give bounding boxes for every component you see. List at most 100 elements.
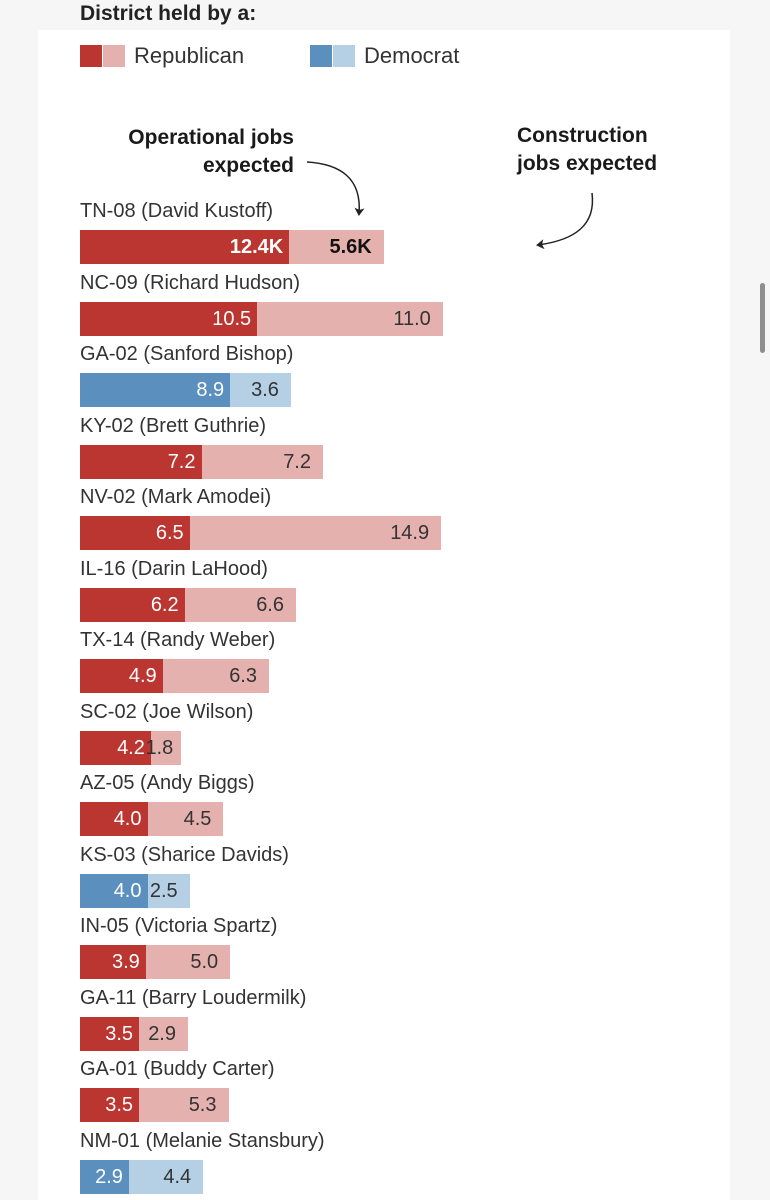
- stacked-bar: 6.5 14.9: [80, 516, 442, 550]
- bar-value-operational: 3.5: [105, 1023, 134, 1045]
- bar-value-operational: 4.0: [113, 808, 142, 830]
- bar-value-operational: 12.4K: [229, 236, 284, 258]
- bar-construction-jobs: 5.0: [145, 945, 231, 979]
- bar-value-construction: 6.3: [229, 665, 257, 687]
- legend-republican: Republican: [80, 43, 245, 68]
- stacked-bar: 12.4K 5.6K: [80, 230, 384, 264]
- stacked-bar: 3.5 5.3: [80, 1088, 229, 1122]
- bar-operational-jobs: 3.9: [80, 945, 146, 979]
- district-label: TN-08 (David Kustoff): [80, 200, 274, 222]
- bar-row: KS-03 (Sharice Davids) 4.0 2.5: [80, 844, 720, 910]
- bar-value-operational: 4.9: [128, 665, 157, 687]
- annotation-operational-line-1: Operational jobs: [128, 126, 294, 149]
- bar-row: TN-08 (David Kustoff) 12.4K 5.6K: [80, 200, 720, 266]
- stacked-bar: 4.0 2.5: [80, 874, 190, 908]
- bar-row: IN-05 (Victoria Spartz) 3.9 5.0: [80, 915, 720, 981]
- bar-value-construction: 1.8: [145, 737, 174, 759]
- annotation-construction-line-2: jobs expected: [517, 152, 658, 175]
- stacked-bar: 8.9 3.6: [80, 373, 291, 407]
- bar-value-construction: 5.0: [190, 951, 219, 973]
- bar-construction-jobs: 2.5: [147, 874, 190, 908]
- stacked-bar: 4.2 1.8: [80, 731, 182, 765]
- bar-value-construction: 11.0: [393, 308, 431, 330]
- bar-value-construction: 5.6K: [329, 236, 372, 258]
- stacked-bar: 10.5 11.0: [80, 302, 443, 336]
- stacked-bar: 2.9 4.4: [80, 1160, 204, 1194]
- bar-operational-jobs: 4.0: [80, 802, 148, 836]
- bar-value-operational: 6.5: [155, 522, 184, 544]
- bar-construction-jobs: 3.6: [230, 373, 291, 407]
- district-label: TX-14 (Randy Weber): [80, 629, 276, 651]
- district-label: AZ-05 (Andy Biggs): [80, 772, 255, 794]
- bar-row: SC-02 (Joe Wilson) 4.2 1.8: [80, 701, 720, 767]
- bar-value-operational: 2.9: [95, 1166, 123, 1188]
- district-label: GA-01 (Buddy Carter): [80, 1058, 275, 1080]
- bar-row: IL-16 (Darin LaHood) 6.2 6.6: [80, 558, 720, 624]
- district-label: KS-03 (Sharice Davids): [80, 844, 289, 866]
- bar-construction-jobs: 14.9: [189, 516, 442, 550]
- bar-operational-jobs: 3.5: [80, 1088, 140, 1122]
- bar-value-operational: 4.0: [113, 880, 142, 902]
- bar-operational-jobs: 3.5: [80, 1017, 140, 1051]
- bar-row: NV-02 (Mark Amodei) 6.5 14.9: [80, 486, 720, 552]
- stacked-bar: 4.9 6.3: [80, 659, 269, 693]
- district-label: GA-11 (Barry Loudermilk): [80, 987, 307, 1009]
- bar-value-operational: 7.2: [167, 451, 196, 473]
- legend-democrat: Democrat: [310, 43, 459, 68]
- district-label: IL-16 (Darin LaHood): [80, 558, 268, 580]
- bar-row: GA-11 (Barry Loudermilk) 3.5 2.9: [80, 987, 720, 1053]
- bar-value-construction: 5.3: [188, 1094, 217, 1116]
- stacked-bar: 7.2 7.2: [80, 445, 323, 479]
- scrollbar-thumb[interactable]: [760, 283, 765, 353]
- bar-value-operational: 4.2: [117, 737, 145, 759]
- bar-operational-jobs: 7.2: [80, 445, 202, 479]
- bar-value-operational: 6.2: [150, 594, 179, 616]
- annotation-operational-jobs: Operational jobs expected: [128, 124, 294, 180]
- bar-row: NC-09 (Richard Hudson) 10.5 11.0: [80, 272, 720, 338]
- bar-value-construction: 2.5: [149, 880, 178, 902]
- bar-construction-jobs: 4.4: [128, 1160, 204, 1194]
- bar-value-operational: 3.5: [105, 1094, 134, 1116]
- bar-operational-jobs: 6.2: [80, 588, 185, 622]
- district-label: NV-02 (Mark Amodei): [80, 486, 272, 508]
- bar-construction-jobs: 2.9: [139, 1017, 188, 1051]
- legend-swatch-republican-construction: [103, 45, 125, 67]
- bar-row: NM-01 (Melanie Stansbury) 2.9 4.4: [80, 1130, 720, 1196]
- bar-construction-jobs: 7.2: [201, 445, 323, 479]
- legend-swatch-democrat-operational: [310, 45, 332, 67]
- bar-value-operational: 3.9: [112, 951, 140, 973]
- bar-construction-jobs: 1.8: [145, 731, 182, 765]
- bar-construction-jobs: 6.6: [184, 588, 296, 622]
- bar-operational-jobs: 4.9: [80, 659, 163, 693]
- bar-operational-jobs: 4.2: [80, 731, 151, 765]
- legend-label-republican: Republican: [134, 43, 245, 68]
- district-label: NC-09 (Richard Hudson): [80, 272, 301, 294]
- bar-operational-jobs: 8.9: [80, 373, 231, 407]
- bar-value-construction: 2.9: [148, 1023, 176, 1045]
- bar-row: GA-02 (Sanford Bishop) 8.9 3.6: [80, 343, 720, 409]
- bar-operational-jobs: 4.0: [80, 874, 148, 908]
- bar-value-construction: 14.9: [390, 522, 430, 544]
- legend-swatch-republican-operational: [80, 45, 102, 67]
- bar-value-construction: 3.6: [251, 379, 279, 401]
- district-label: KY-02 (Brett Guthrie): [80, 415, 267, 437]
- bar-value-operational: 10.5: [212, 308, 252, 330]
- legend-swatch-democrat-construction: [333, 45, 355, 67]
- bar-row: GA-01 (Buddy Carter) 3.5 5.3: [80, 1058, 720, 1124]
- legend-title: District held by a:: [80, 2, 257, 25]
- annotation-construction-line-1: Construction: [517, 124, 648, 147]
- bar-row: AZ-05 (Andy Biggs) 4.0 4.5: [80, 772, 720, 838]
- bar-construction-jobs: 6.3: [162, 659, 269, 693]
- bar-operational-jobs: 12.4K: [80, 230, 290, 264]
- bar-value-construction: 6.6: [256, 594, 284, 616]
- bar-operational-jobs: 6.5: [80, 516, 190, 550]
- bar-value-construction: 4.5: [183, 808, 212, 830]
- bar-value-construction: 7.2: [283, 451, 311, 473]
- bar-row: KY-02 (Brett Guthrie) 7.2 7.2: [80, 415, 720, 481]
- bar-value-construction: 4.4: [163, 1166, 192, 1188]
- annotation-construction-jobs: Construction jobs expected: [517, 122, 657, 178]
- bar-row: TX-14 (Randy Weber) 4.9 6.3: [80, 629, 720, 695]
- district-label: GA-02 (Sanford Bishop): [80, 343, 294, 365]
- district-label: IN-05 (Victoria Spartz): [80, 915, 278, 937]
- stacked-bar: 4.0 4.5: [80, 802, 224, 836]
